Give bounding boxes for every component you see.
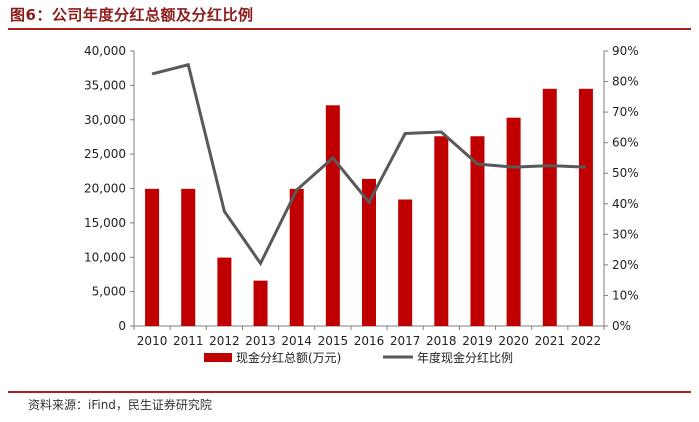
y-right-tick-label: 60%: [612, 136, 639, 150]
y-right-tick-label: 10%: [612, 288, 639, 302]
x-tick-label: 2020: [498, 334, 529, 348]
bar-2019: [470, 136, 485, 326]
x-tick-label: 2014: [281, 334, 312, 348]
y-left-tick-label: 10,000: [84, 250, 126, 264]
y-right-tick-label: 40%: [612, 197, 639, 211]
x-tick-label: 2017: [390, 334, 421, 348]
dividend-ratio-line: [151, 62, 586, 267]
footer-divider: [8, 391, 691, 393]
y-right-tick-label: 80%: [612, 75, 639, 89]
y-left-tick-label: 0: [118, 319, 126, 333]
x-tick-label: 2013: [245, 334, 276, 348]
bar-2012: [217, 257, 232, 326]
y-right-tick-label: 50%: [612, 166, 639, 180]
dividend-chart: 0 5,000 10,000 15,000 20,000 25,000 30,000 35,0…: [84, 44, 639, 365]
y-left-tick-label: 40,000: [84, 44, 126, 58]
bar-2014: [289, 188, 304, 326]
legend-bar-swatch: [204, 353, 232, 362]
bar-2016: [362, 178, 376, 326]
bar-2021: [542, 88, 557, 326]
y-left-tick-label: 20,000: [84, 182, 126, 196]
x-tick-label: 2019: [462, 334, 493, 348]
bar-2018: [434, 136, 449, 326]
x-tick-label: 2018: [426, 334, 457, 348]
bar-2020: [506, 117, 521, 326]
source-note: 资料来源：iFind，民生证券研究院: [28, 398, 212, 412]
y-left-tick-label: 15,000: [84, 216, 126, 230]
x-tick-label: 2021: [534, 334, 565, 348]
legend-bar-label: 现金分红总额(万元): [236, 350, 341, 365]
x-tick-label: 2010: [137, 334, 168, 348]
y-left-tick-label: 5,000: [92, 285, 126, 299]
y-right-tick-label: 0%: [612, 319, 631, 333]
bar-2011: [181, 188, 196, 326]
page-title: 图6：公司年度分红总额及分红比例: [10, 6, 254, 24]
y-right-tick-label: 70%: [612, 105, 639, 119]
y-right-tick-label: 90%: [612, 44, 639, 58]
x-tick-label: 2015: [318, 334, 349, 348]
bar-2015: [325, 105, 340, 326]
legend-line-label: 年度现金分红比例: [417, 350, 513, 365]
bar-2022: [578, 88, 593, 326]
bar-2017: [398, 199, 413, 326]
title-divider: [8, 28, 691, 30]
y-right-tick-label: 30%: [612, 227, 639, 241]
x-tick-label: 2022: [571, 334, 602, 348]
y-left-tick-label: 30,000: [84, 113, 126, 127]
y-left-tick-label: 25,000: [84, 147, 126, 161]
y-right-tick-label: 20%: [612, 258, 639, 272]
bar-2010: [145, 188, 160, 326]
plot-area: 0 5,000 10,000 15,000 20,000 25,000 30,000 35,0…: [84, 44, 639, 348]
y-left-tick-label: 35,000: [84, 78, 126, 92]
bar-2013: [253, 280, 268, 326]
x-tick-label: 2016: [354, 334, 385, 348]
x-tick-label: 2011: [173, 334, 204, 348]
chart-legend: 现金分红总额(万元) 年度现金分红比例: [204, 350, 513, 365]
x-tick-label: 2012: [209, 334, 240, 348]
